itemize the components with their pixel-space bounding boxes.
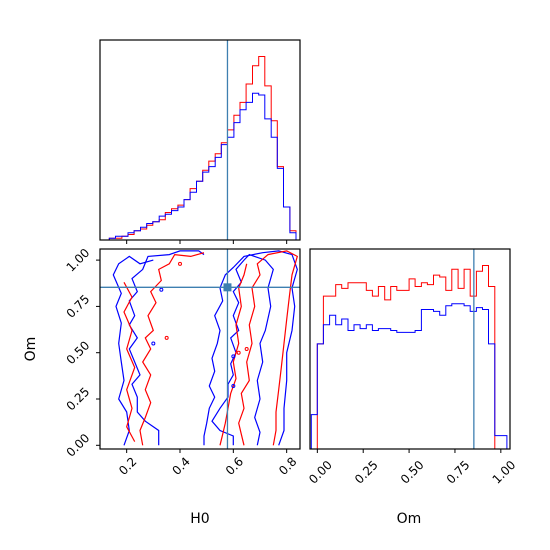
- h0-hist-blue-series: [108, 92, 297, 240]
- contour-red-6: [238, 250, 299, 446]
- om-x-tick-label: 0.00: [306, 458, 335, 487]
- om-hist-red-series: [311, 265, 507, 450]
- om-tick-label: 1.00: [64, 246, 93, 275]
- om-tick-label: 0.00: [64, 431, 93, 460]
- h0-hist-red-series: [108, 56, 297, 240]
- om-bottom-axis-label: Om: [397, 511, 422, 527]
- om-hist-frame: [309, 248, 511, 450]
- h0-axis-label: H0: [190, 511, 209, 527]
- contour-speck-4: [244, 347, 249, 351]
- h0-tick-label: 0.2: [116, 454, 139, 477]
- contour-red-2: [139, 252, 205, 446]
- om-x-tick-label: 1.00: [490, 458, 519, 487]
- contour-blue-5: [203, 250, 298, 446]
- contour-blue-1: [112, 255, 154, 446]
- om-x-tick-label: 0.75: [444, 458, 473, 487]
- contour-speck-3: [231, 354, 236, 359]
- contour-speck-2: [236, 350, 241, 355]
- contour-blue-0: [128, 250, 205, 446]
- h0-om-contour-panel: 0.2 0.4 0.6 0.8 0.00 0.25 0.50 0.75 1.00: [64, 246, 301, 478]
- om-left-axis-label: Om: [23, 337, 39, 362]
- h0-hist-frame: [99, 39, 301, 241]
- contour-red-3: [123, 282, 136, 442]
- om-tick-label: 0.50: [64, 338, 93, 367]
- contour-speck-1: [164, 335, 169, 340]
- h0-histogram-panel: [99, 39, 301, 244]
- om-tick-label: 0.25: [64, 385, 93, 414]
- h0-tick-label: 0.8: [276, 454, 299, 477]
- contour-lines: [112, 250, 299, 446]
- contour-frame: [99, 248, 301, 450]
- contour-speck-6: [159, 287, 164, 292]
- h0-tick-label: 0.4: [169, 454, 192, 477]
- om-tick-label: 0.75: [64, 292, 93, 321]
- contour-blue-4: [211, 253, 274, 446]
- om-hist-blue-series: [310, 303, 508, 449]
- contour-speck-7: [178, 261, 182, 266]
- truth-marker: [223, 283, 232, 292]
- om-x-tick-label: 0.50: [398, 458, 427, 487]
- om-histogram-panel: 0.00 0.25 0.50 0.75 1.00: [306, 248, 519, 487]
- h0-tick-label: 0.6: [223, 454, 246, 477]
- contour-speck-5: [231, 384, 236, 389]
- contour-speck-0: [151, 341, 156, 346]
- om-x-tick-label: 0.25: [352, 458, 381, 487]
